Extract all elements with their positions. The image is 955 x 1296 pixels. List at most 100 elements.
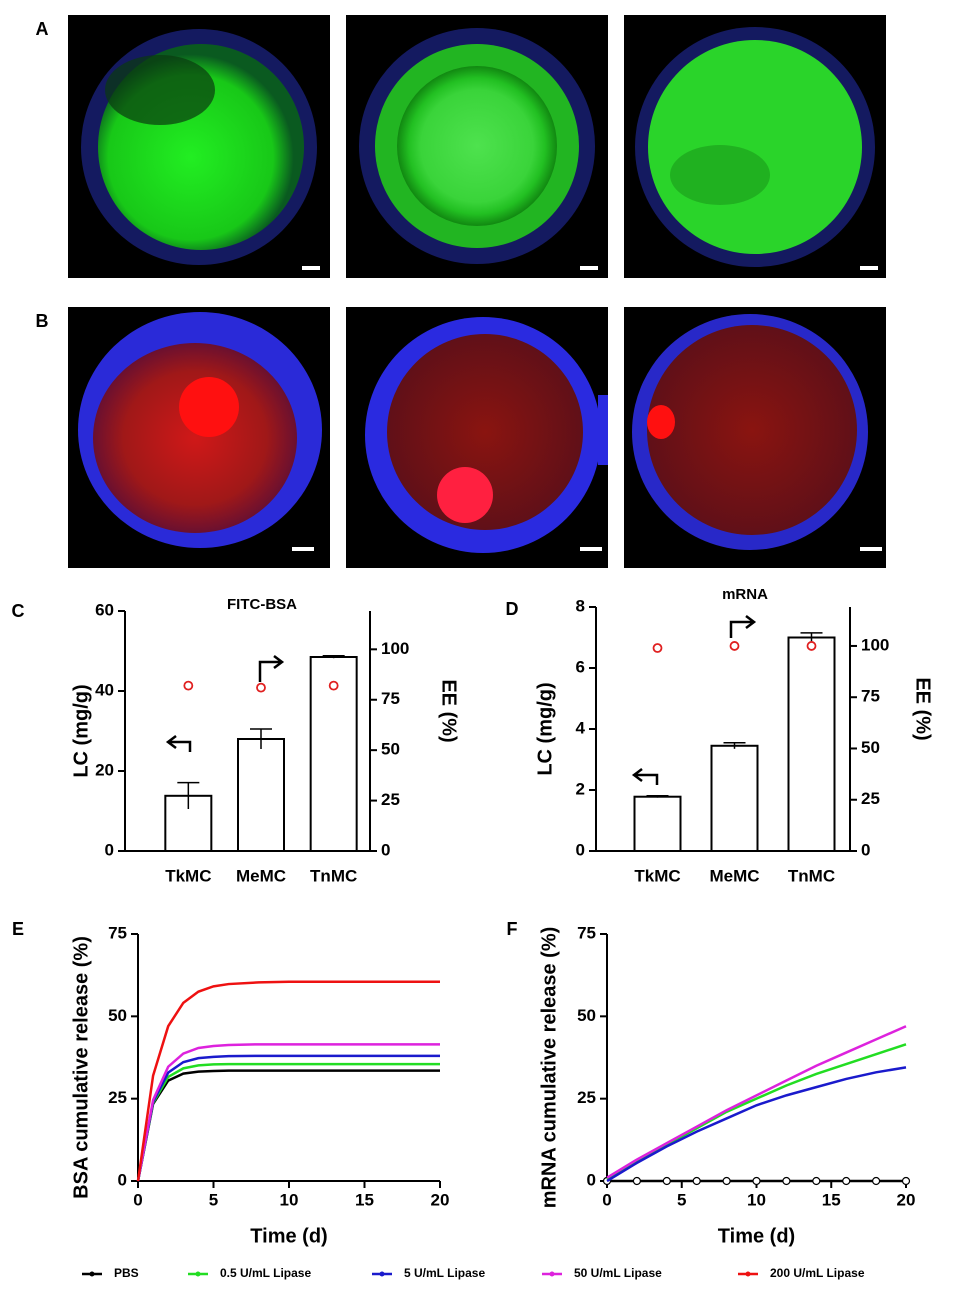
panel-label: A — [36, 19, 49, 39]
point — [662, 1176, 671, 1186]
y-tick-label: 8 — [576, 596, 585, 615]
panel-label: E — [12, 919, 24, 939]
y2-axis-label: EE (%) — [912, 677, 934, 740]
point — [901, 1176, 911, 1186]
y-tick-label: 50 — [108, 1006, 127, 1025]
series-line — [136, 1069, 440, 1182]
panel-label: B — [36, 311, 49, 331]
x-tick-label: 15 — [822, 1190, 841, 1209]
annotation-arrows — [165, 615, 757, 785]
y2-tick-label: 25 — [381, 790, 400, 809]
x-tick-label: 5 — [677, 1190, 686, 1209]
ee-marker — [183, 680, 194, 691]
point — [692, 1176, 701, 1186]
y-tick-label: 4 — [576, 718, 586, 737]
x-tick-label: TnMC — [310, 866, 357, 885]
legend-marker — [745, 1271, 751, 1277]
y2-tick-label: 0 — [861, 840, 870, 859]
panel-label: F — [507, 919, 518, 939]
x-tick-label: MeMC — [709, 866, 759, 885]
y2-tick-label: 100 — [381, 639, 409, 658]
bar — [787, 636, 836, 852]
y2-tick-label: 25 — [861, 789, 880, 808]
x-tick-label: 0 — [602, 1190, 611, 1209]
y-axis-label: LC (mg/g) — [70, 684, 92, 777]
y-tick-label: 25 — [577, 1088, 596, 1107]
y-axis-label: BSA cumulative release (%) — [70, 936, 92, 1199]
x-axis-label: Time (d) — [718, 1225, 795, 1247]
y2-tick-label: 75 — [861, 687, 880, 706]
chart-title: mRNA — [722, 586, 768, 603]
y-tick-label: 2 — [576, 779, 585, 798]
legend-marker — [549, 1271, 555, 1277]
ee-marker — [256, 682, 266, 693]
series-line — [136, 1054, 440, 1182]
series-line — [136, 1062, 440, 1182]
legend-label: 5 U/mL Lipase — [404, 1266, 485, 1280]
bar — [309, 656, 358, 852]
y-tick-label: 25 — [108, 1088, 127, 1107]
chart-title: FITC-BSA — [227, 596, 297, 613]
y2-axis-label: EE (%) — [438, 679, 460, 742]
ee-marker — [729, 641, 740, 651]
x-tick-label: 15 — [355, 1190, 374, 1209]
bar — [633, 795, 682, 853]
point — [782, 1176, 791, 1186]
x-tick-label: 0 — [133, 1190, 142, 1209]
y2-tick-label: 50 — [381, 740, 400, 759]
y-tick-label: 50 — [577, 1006, 596, 1025]
panel-label: D — [506, 599, 519, 619]
x-tick-label: TnMC — [788, 866, 835, 885]
legend-label: PBS — [114, 1266, 139, 1280]
series-line — [606, 1043, 907, 1181]
y-axis-label: LC (mg/g) — [534, 682, 556, 775]
point — [632, 1176, 642, 1186]
y2-tick-label: 100 — [861, 635, 889, 654]
y2-tick-label: 50 — [861, 738, 880, 757]
legend-label: 200 U/mL Lipase — [770, 1266, 865, 1280]
ee-marker — [652, 643, 663, 653]
point — [842, 1176, 851, 1186]
panel-label: C — [12, 601, 25, 621]
y-tick-label: 0 — [576, 840, 585, 859]
panel-b-images — [68, 307, 886, 568]
y-tick-label: 0 — [105, 840, 114, 859]
x-axis-label: Time (d) — [250, 1225, 327, 1247]
y-tick-label: 40 — [95, 680, 114, 699]
legend-marker — [89, 1271, 95, 1277]
ee-marker — [328, 680, 339, 691]
y-tick-label: 75 — [577, 923, 596, 942]
y-tick-label: 0 — [587, 1170, 596, 1189]
legend-label: 0.5 U/mL Lipase — [220, 1266, 311, 1280]
series-line — [606, 1066, 907, 1183]
x-tick-label: TkMC — [165, 866, 211, 885]
ee-marker — [806, 641, 817, 651]
point — [871, 1176, 881, 1186]
x-tick-label: 20 — [431, 1190, 450, 1209]
bar — [710, 744, 759, 853]
x-tick-label: 10 — [747, 1190, 766, 1209]
point — [722, 1176, 731, 1186]
y2-tick-label: 0 — [381, 840, 390, 859]
y2-tick-label: 75 — [381, 689, 400, 708]
legend-label: 50 U/mL Lipase — [574, 1266, 662, 1280]
y-tick-label: 0 — [118, 1170, 127, 1189]
x-tick-label: MeMC — [236, 866, 286, 885]
bar — [237, 738, 285, 852]
panel-a-images — [68, 15, 886, 278]
legend-marker — [379, 1271, 385, 1277]
x-tick-label: 5 — [209, 1190, 218, 1209]
y-tick-label: 6 — [576, 657, 585, 676]
x-tick-label: TkMC — [634, 866, 680, 885]
y-tick-label: 60 — [95, 600, 114, 619]
y-tick-label: 75 — [108, 923, 127, 942]
series-line — [606, 1025, 907, 1179]
y-axis-label: mRNA cumulative release (%) — [538, 927, 560, 1209]
point — [812, 1176, 821, 1186]
series-line — [136, 1043, 440, 1182]
series-line — [136, 980, 440, 1182]
x-tick-label: 20 — [897, 1190, 916, 1209]
legend-marker — [195, 1271, 201, 1277]
